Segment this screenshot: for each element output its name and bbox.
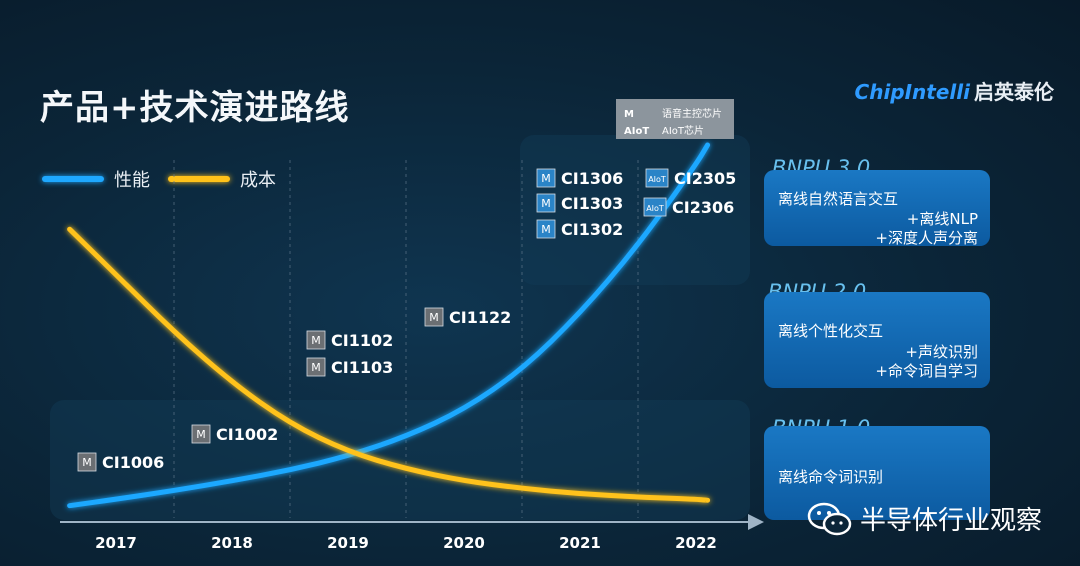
product-badge-CI1122	[424, 307, 444, 327]
product-name-CI2305: CI2305	[674, 169, 736, 188]
series-line-1	[67, 226, 711, 503]
product-CI1006: M CI1006	[77, 452, 164, 472]
x-tick-label-2020: 2020	[443, 534, 485, 552]
page-title: 产品+技术演进路线	[40, 88, 350, 128]
type-legend-label-aiot: AIoT芯片	[662, 126, 705, 137]
product-name-CI1102: CI1102	[331, 331, 393, 350]
product-badge-CI1306	[536, 168, 556, 188]
logo-cn: 启英泰伦	[974, 80, 1054, 104]
product-name-CI1006: CI1006	[102, 453, 164, 472]
bnpu-3-box: 离线自然语言交互 +离线NLP +深度人声分离	[764, 170, 990, 247]
product-badge-CI1102	[306, 330, 326, 350]
wechat-icon	[807, 502, 852, 535]
product-CI1306: M CI1306	[536, 168, 623, 188]
type-legend-row-m: M 语音主控芯片	[624, 105, 722, 120]
product-CI1103: M CI1103	[306, 357, 393, 377]
product-badge-text-CI1103: M	[311, 361, 321, 374]
product-badge-CI1103	[306, 357, 326, 377]
product-badge-CI1302	[536, 219, 556, 239]
legend-performance: 性能	[42, 166, 150, 192]
x-tick-label-2019: 2019	[327, 534, 369, 552]
x-tick-label-2021: 2021	[559, 534, 601, 552]
product-name-CI1306: CI1306	[561, 169, 623, 188]
chip-type-legend: M 语音主控芯片 AIoT AIoT芯片	[616, 99, 734, 139]
product-badge-text-CI1122: M	[429, 311, 439, 324]
x-tick-label-2017: 2017	[95, 534, 137, 552]
company-logo: ChipIntelli 启英泰伦	[855, 76, 1054, 105]
product-CI1002: M CI1002	[191, 424, 278, 444]
legend-cost: 成本	[168, 166, 276, 192]
product-badge-CI1303	[536, 193, 556, 213]
lower-panel	[50, 400, 750, 520]
logo-en: ChipIntelli	[854, 80, 970, 104]
watermark-text: 半导体行业观察	[860, 506, 1043, 536]
legend-swatch-cost	[168, 176, 230, 182]
product-badge-CI1002	[191, 424, 211, 444]
bnpu-3-sub-1: +离线NLP	[906, 210, 978, 228]
x-tick-label-2018: 2018	[211, 534, 253, 552]
product-badge-text-CI1102: M	[311, 334, 321, 347]
product-name-CI1303: CI1303	[561, 194, 623, 213]
watermark: 半导体行业观察	[806, 500, 1042, 537]
bnpu-1-main: 离线命令词识别	[778, 468, 884, 486]
product-name-CI1103: CI1103	[331, 358, 393, 377]
bnpu-3-sub-2: +深度人声分离	[875, 229, 978, 247]
product-badge-text-CI1006: M	[82, 456, 92, 469]
legend-label-performance: 性能	[114, 170, 150, 191]
product-CI1122: M CI1122	[424, 307, 511, 327]
type-legend-row-aiot: AIoT AIoT芯片	[624, 122, 704, 137]
product-badge-text-CI2305: AIoT	[648, 175, 666, 184]
bnpu-1-box: 离线命令词识别	[764, 426, 990, 520]
legend-label-cost: 成本	[240, 170, 276, 191]
product-badge-CI1006	[77, 452, 97, 472]
product-CI2305: AIoT CI2305	[645, 168, 736, 188]
product-badge-text-CI1303: M	[541, 197, 551, 210]
type-legend-tag-aiot: AIoT	[624, 126, 650, 137]
product-badge-text-CI1302: M	[541, 223, 551, 236]
product-badge-text-CI2306: AIoT	[646, 204, 664, 213]
legend-swatch-performance	[42, 176, 104, 182]
product-badge-text-CI1306: M	[541, 172, 551, 185]
product-CI2306: AIoT CI2306	[643, 197, 734, 217]
product-name-CI1002: CI1002	[216, 425, 278, 444]
x-tick-label-2022: 2022	[675, 534, 717, 552]
product-CI1102: M CI1102	[306, 330, 393, 350]
bnpu-3-main: 离线自然语言交互	[778, 190, 899, 208]
type-legend-label-m: 语音主控芯片	[662, 109, 722, 120]
product-CI1303: M CI1303	[536, 193, 623, 213]
product-badge-CI2306	[643, 197, 667, 217]
bnpu-2-box: 离线个性化交互 +声纹识别 +命令词自学习	[764, 292, 990, 388]
product-name-CI1122: CI1122	[449, 308, 511, 327]
product-badge-text-CI1002: M	[196, 428, 206, 441]
product-badge-CI2305	[645, 168, 669, 188]
bnpu-2-sub-2: +命令词自学习	[875, 362, 978, 380]
series-line-0	[67, 142, 711, 509]
product-name-CI2306: CI2306	[672, 198, 734, 217]
product-CI1302: M CI1302	[536, 219, 623, 239]
product-name-CI1302: CI1302	[561, 220, 623, 239]
bnpu-2-main: 离线个性化交互	[778, 322, 884, 340]
bnpu-2-sub-1: +声纹识别	[905, 343, 978, 361]
type-legend-tag-m: M	[624, 109, 634, 120]
